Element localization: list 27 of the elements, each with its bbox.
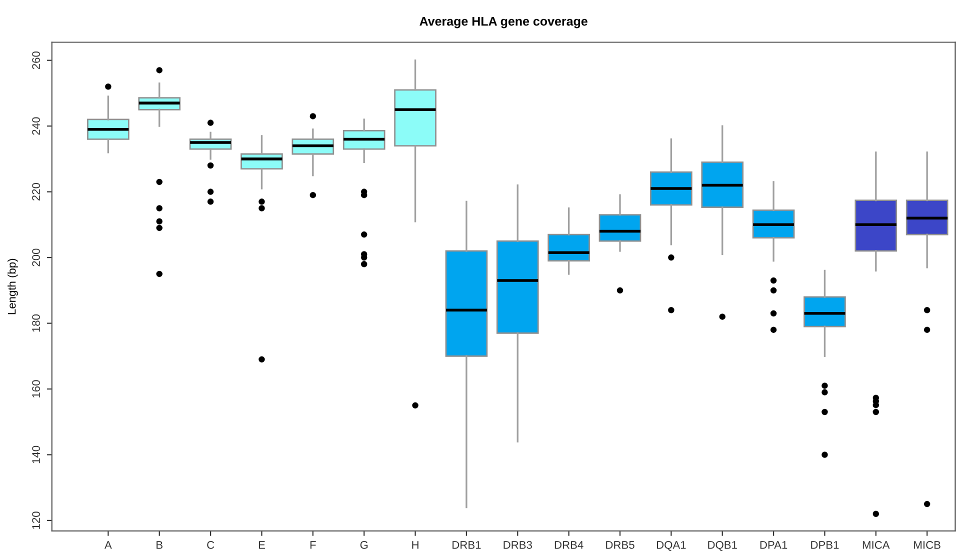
x-tick-label: DRB5 xyxy=(606,541,634,549)
x-tick-label: C xyxy=(207,540,214,549)
x-tick-label: B xyxy=(156,541,162,549)
x-tick-label: E xyxy=(258,541,265,549)
y-tick-label: 220 xyxy=(32,182,40,201)
x-tick-label: DRB4 xyxy=(554,541,584,549)
x-tick-label: F xyxy=(310,541,316,549)
x-tick-label: DPA1 xyxy=(760,541,788,549)
x-tick-label: DRB1 xyxy=(452,541,481,549)
x-tick-label: DQB1 xyxy=(708,540,737,551)
x-tick-label: G xyxy=(360,540,368,549)
x-tick-label: DPB1 xyxy=(811,541,839,549)
x-tick-label: H xyxy=(412,541,418,549)
x-tick-label: DQA1 xyxy=(656,540,686,551)
y-tick-label: 160 xyxy=(32,380,40,398)
y-tick-label: 180 xyxy=(32,314,40,332)
y-axis-title: Length (bp) xyxy=(8,258,18,314)
chart-title: Average HLA gene coverage xyxy=(420,16,588,28)
y-tick-label: 260 xyxy=(32,51,40,70)
x-tick-label: MICB xyxy=(914,540,940,549)
y-tick-label: 240 xyxy=(32,117,40,135)
x-tick-label: MICA xyxy=(862,540,890,549)
x-tick-label: DRB3 xyxy=(504,540,532,549)
x-tick-label: A xyxy=(104,541,112,549)
y-tick-label: 140 xyxy=(32,446,40,464)
y-tick-label: 120 xyxy=(32,512,40,529)
y-tick-label: 200 xyxy=(32,248,40,266)
